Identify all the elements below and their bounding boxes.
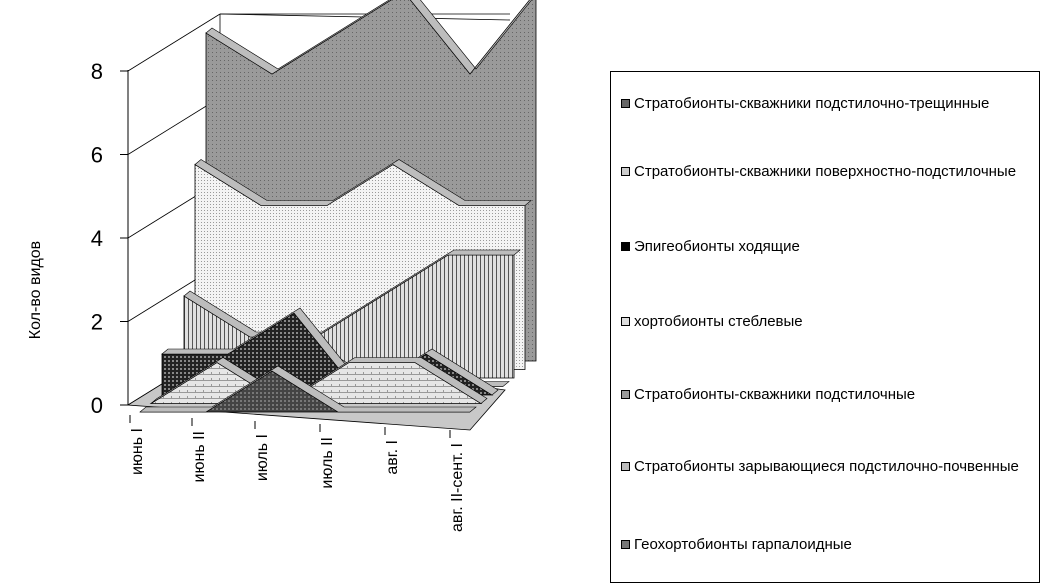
legend-label-1: Стратобионты-скважники подстилочно-трещи… [634, 95, 989, 112]
x-tick-label-3: июль I [254, 434, 271, 481]
legend-label-3: Эпигеобионты ходящие [634, 238, 800, 255]
legend-label-2: Стратобионты-скважники поверхностно-подс… [634, 163, 1016, 180]
y-tick-label-0: 0 [91, 393, 103, 418]
x-tick-label-4: июль II [319, 437, 336, 489]
legend-item-6: Стратобионты зарывающиеся подстилочно-по… [621, 457, 1031, 476]
legend-item-7: Геохортобионты гарпалоидные [621, 535, 1031, 554]
legend-label-6: Стратобионты зарывающиеся подстилочно-по… [634, 458, 1019, 475]
chart-plot: 0 2 4 6 8 июнь I июнь II июль I июль II авг. I авг… [0, 0, 600, 587]
legend-swatch-1 [621, 99, 630, 108]
y-tick-label-6: 6 [91, 143, 103, 168]
legend-swatch-4 [621, 317, 630, 326]
legend-swatch-7 [621, 540, 630, 549]
legend-label-5: Стратобионты-скважники подстилочные [634, 386, 915, 403]
legend-label-4: хортобионты стеблевые [634, 313, 803, 330]
legend-item-2: Стратобионты-скважники поверхностно-подс… [621, 162, 1031, 181]
legend-swatch-3 [621, 242, 630, 251]
x-tick-label-5: авг. I [384, 440, 401, 475]
x-tick-label-1: июнь I [129, 428, 146, 475]
legend-label-7: Геохортобионты гарпалоидные [634, 536, 852, 553]
legend-swatch-2 [621, 167, 630, 176]
legend-item-4: хортобионты стеблевые [621, 312, 1031, 331]
legend-swatch-6 [621, 462, 630, 471]
y-axis-title: Кол-во видов [27, 241, 44, 339]
legend-item-1: Стратобионты-скважники подстилочно-трещи… [621, 94, 1031, 113]
legend: Стратобионты-скважники подстилочно-трещи… [610, 71, 1040, 583]
x-tick-label-6: авг. II-сент. I [449, 443, 466, 532]
y-tick-label-4: 4 [91, 226, 103, 251]
legend-item-3: Эпигеобионты ходящие [621, 237, 1031, 256]
legend-swatch-5 [621, 390, 630, 399]
y-tick-label-2: 2 [91, 310, 103, 335]
y-tick-label-8: 8 [91, 59, 103, 84]
series-layer [140, 0, 542, 412]
x-tick-label-2: июнь II [191, 431, 208, 482]
legend-item-5: Стратобионты-скважники подстилочные [621, 385, 1031, 404]
